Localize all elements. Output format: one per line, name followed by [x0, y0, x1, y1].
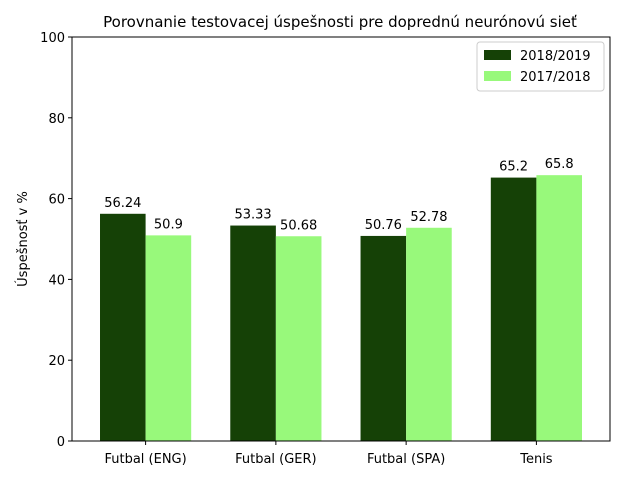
bar: [536, 175, 582, 441]
bar: [406, 227, 452, 441]
y-tick-label: 80: [48, 112, 65, 127]
legend-label: 2017/2018: [520, 70, 591, 85]
data-label: 53.33: [234, 208, 271, 223]
plot-frame: [71, 36, 611, 442]
bar: [230, 225, 276, 441]
data-label: 50.76: [365, 218, 402, 233]
x-tick-label: Futbal (ENG): [104, 452, 186, 467]
legend-swatch: [484, 50, 511, 60]
chart-title: Porovnanie testovacej úspešnosti pre dop…: [103, 13, 577, 31]
y-tick-label: 100: [40, 31, 65, 46]
x-tick-label: Futbal (GER): [235, 452, 317, 467]
x-tick-label: Tenis: [519, 452, 553, 467]
data-label: 52.78: [410, 210, 447, 225]
x-tick-label: Futbal (SPA): [367, 452, 445, 467]
plot-area: 0 20 40 60 80 100 56.24 50.9 Futbal (ENG) 53.33 50…: [40, 31, 582, 467]
data-label: 50.9: [154, 217, 183, 232]
bar: [360, 235, 407, 441]
bar: [145, 235, 192, 441]
y-tick-label: 40: [48, 273, 65, 288]
y-tick-label: 20: [48, 354, 65, 369]
legend: 2018/2019 2017/2018: [476, 41, 605, 92]
bar: [275, 236, 322, 441]
data-label: 65.8: [545, 157, 574, 172]
y-tick-label: 60: [48, 193, 65, 208]
bar: [490, 177, 537, 442]
data-label: 56.24: [104, 196, 141, 211]
bar: [100, 213, 146, 441]
data-label: 50.68: [280, 218, 317, 233]
data-label: 65.2: [499, 160, 528, 175]
y-axis-label: Úspešnosť v %: [15, 191, 31, 287]
legend-label: 2018/2019: [520, 49, 591, 64]
y-tick-label: 0: [57, 435, 65, 450]
legend-swatch: [484, 71, 511, 81]
